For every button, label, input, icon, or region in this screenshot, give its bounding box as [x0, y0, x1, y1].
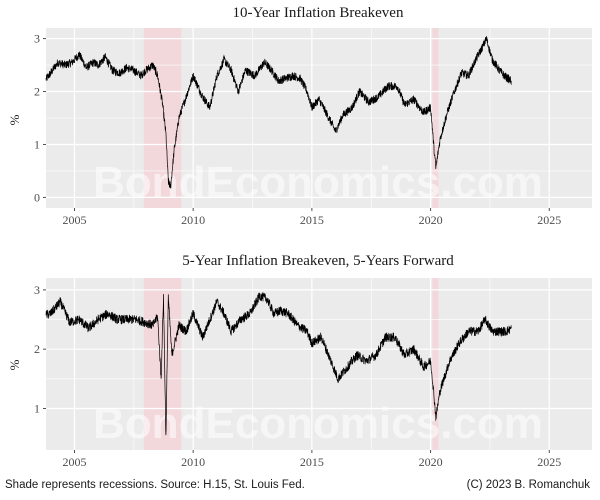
chart-title: 5-Year Inflation Breakeven, 5-Years Forw…	[182, 253, 454, 269]
caption-source: Shade represents recessions. Source: H.1…	[5, 479, 305, 491]
chart-title: 10-Year Inflation Breakeven	[233, 5, 404, 21]
x-tick-label: 2005	[62, 213, 86, 227]
x-axis: 2005 2010 2015 2020 2025	[62, 450, 561, 469]
y-tick-label: 2	[34, 85, 40, 99]
x-tick-label: 2005	[62, 455, 86, 469]
x-tick-label: 2020	[419, 213, 443, 227]
x-tick-label: 2025	[537, 455, 561, 469]
y-axis-label: %	[7, 114, 22, 125]
x-tick-label: 2020	[419, 455, 443, 469]
y-tick-label: 1	[34, 137, 40, 151]
y-tick-label: 3	[34, 283, 40, 297]
y-axis: 0 1 2 3	[34, 32, 46, 204]
x-tick-label: 2025	[537, 213, 561, 227]
y-tick-label: 0	[34, 190, 40, 204]
plot-panel	[46, 278, 592, 450]
x-tick-label: 2010	[181, 455, 205, 469]
gridlines	[46, 278, 592, 450]
chart-top: 10-Year Inflation Breakeven BondEconomic…	[7, 5, 592, 227]
recession-band	[143, 278, 182, 450]
x-tick-label: 2015	[300, 213, 324, 227]
series-line	[45, 292, 512, 436]
y-tick-label: 2	[34, 342, 40, 356]
series-path	[45, 292, 512, 436]
series-line	[45, 36, 512, 189]
y-axis-label: %	[7, 359, 22, 370]
y-tick-label: 3	[34, 32, 40, 46]
recession-shading	[143, 278, 439, 450]
watermark: BondEconomics.com	[93, 158, 543, 207]
x-axis: 2005 2010 2015 2020 2025	[62, 208, 561, 227]
x-tick-label: 2010	[181, 213, 205, 227]
series-path	[45, 36, 512, 189]
y-tick-label: 1	[34, 401, 40, 415]
watermark: BondEconomics.com	[93, 399, 543, 448]
chart-bottom: 5-Year Inflation Breakeven, 5-Years Forw…	[7, 253, 592, 469]
y-axis: 1 2 3	[34, 283, 46, 415]
x-tick-label: 2015	[300, 455, 324, 469]
recession-band	[432, 278, 439, 450]
caption-copyright: (C) 2023 B. Romanchuk	[467, 479, 591, 491]
